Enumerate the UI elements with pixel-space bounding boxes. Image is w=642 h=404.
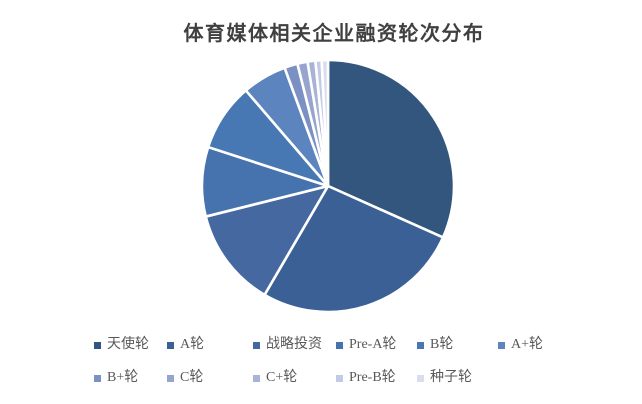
legend-label: A轮 <box>180 337 205 352</box>
legend-label: C轮 <box>180 370 204 385</box>
pie-chart <box>200 58 456 314</box>
legend-item-10: 种子轮 <box>417 370 472 386</box>
legend-swatch-icon <box>336 374 343 382</box>
legend-item-3: Pre-A轮 <box>336 337 396 353</box>
legend-label: C+轮 <box>266 370 298 385</box>
legend-swatch-icon <box>417 341 424 349</box>
legend-label: B+轮 <box>107 370 139 385</box>
legend-swatch-icon <box>253 341 260 349</box>
pie-slice-2 <box>204 184 330 297</box>
pie-slice-0 <box>326 58 456 239</box>
legend-label: 天使轮 <box>107 337 149 352</box>
legend-swatch-icon <box>94 374 101 382</box>
chart-title: 体育媒体相关企业融资轮次分布 <box>183 23 485 45</box>
legend-item-5: A+轮 <box>498 337 543 353</box>
legend-item-9: Pre-B轮 <box>336 370 396 386</box>
legend-item-6: B+轮 <box>94 370 138 386</box>
legend-swatch-icon <box>167 374 174 382</box>
legend-swatch-icon <box>417 374 424 382</box>
pie-slice-10 <box>320 58 330 188</box>
legend-item-1: A轮 <box>167 337 204 353</box>
legend-label: 种子轮 <box>430 370 472 385</box>
legend-item-8: C+轮 <box>253 370 297 386</box>
pie-slice-1 <box>263 184 445 314</box>
legend-item-7: C轮 <box>167 370 203 386</box>
legend-swatch-icon <box>94 341 101 349</box>
legend-item-2: 战略投资 <box>253 337 322 353</box>
legend-swatch-icon <box>336 341 343 349</box>
legend-label: 战略投资 <box>266 337 322 352</box>
legend-swatch-icon <box>167 341 174 349</box>
legend-item-0: 天使轮 <box>94 337 149 353</box>
legend-item-4: B轮 <box>417 337 453 353</box>
legend-swatch-icon <box>253 374 260 382</box>
legend-label: Pre-A轮 <box>349 337 397 352</box>
legend-swatch-icon <box>498 341 505 349</box>
legend-label: Pre-B轮 <box>349 370 396 385</box>
legend-label: B轮 <box>430 337 454 352</box>
legend-label: A+轮 <box>511 337 544 352</box>
